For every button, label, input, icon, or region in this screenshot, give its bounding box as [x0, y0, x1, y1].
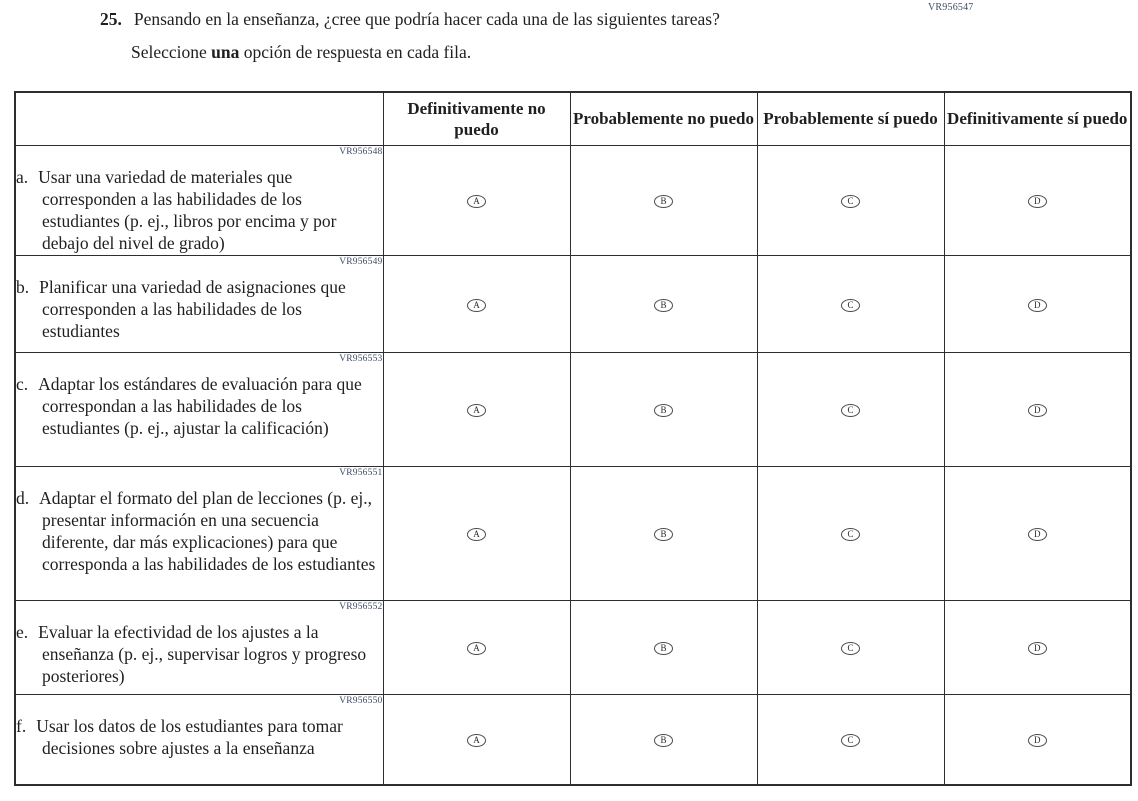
row-item-text: f. Usar los datos de los estudiantes para…: [16, 715, 343, 758]
item-cell-e: VR956552 e. Evaluar la efectividad de los…: [14, 599, 384, 695]
row-letter: d.: [16, 487, 30, 508]
row-code: VR956552: [339, 601, 383, 612]
option-bubble-b[interactable]: B: [654, 734, 673, 748]
option-bubble-a[interactable]: A: [467, 404, 486, 417]
column-header-probably-not: Probablemente no puedo: [569, 91, 758, 146]
option-cell: D: [943, 693, 1132, 786]
option-bubble-d[interactable]: D: [1027, 642, 1047, 655]
option-bubble-c[interactable]: C: [841, 734, 860, 748]
header-row: Definitivamente no puedo Probablemente n…: [14, 91, 1132, 146]
row-item-text: b. Planificar una variedad de asignacione…: [16, 276, 346, 341]
option-bubble-d[interactable]: D: [1027, 195, 1047, 208]
option-bubble-d[interactable]: D: [1027, 528, 1047, 541]
response-grid: Definitivamente no puedo Probablemente n…: [14, 91, 1132, 786]
row-letter: c.: [16, 373, 29, 394]
option-cell: A: [382, 351, 571, 467]
option-bubble-b[interactable]: B: [654, 528, 673, 541]
option-cell: C: [756, 254, 945, 353]
row-letter: e.: [16, 621, 29, 642]
option-cell: D: [943, 599, 1132, 695]
option-bubble-a[interactable]: A: [467, 642, 486, 655]
row-code: VR956548: [339, 146, 383, 157]
option-bubble-b[interactable]: B: [654, 298, 673, 312]
option-cell: A: [382, 144, 571, 256]
item-cell-c: VR956553 c. Adaptar los estándares de eva…: [14, 351, 384, 467]
option-bubble-a[interactable]: A: [467, 528, 486, 541]
item-cell-b: VR956549 b. Planificar una variedad de as…: [14, 254, 384, 353]
page-code: VR956547: [928, 2, 974, 13]
option-bubble-b[interactable]: B: [654, 195, 673, 208]
option-cell: B: [569, 693, 758, 786]
option-bubble-d[interactable]: D: [1027, 298, 1047, 312]
option-bubble-b[interactable]: B: [654, 642, 673, 655]
item-cell-a: VR956548 a. Usar una variedad de material…: [14, 144, 384, 256]
option-cell: B: [569, 144, 758, 256]
column-header-definitely-yes: Definitivamente sí puedo: [943, 91, 1132, 146]
option-cell: C: [756, 465, 945, 601]
option-cell: D: [943, 254, 1132, 353]
option-bubble-c[interactable]: C: [841, 298, 860, 312]
item-column-header: [14, 91, 384, 146]
option-cell: B: [569, 254, 758, 353]
option-cell: D: [943, 465, 1132, 601]
row-code: VR956549: [339, 256, 383, 267]
option-cell: B: [569, 599, 758, 695]
option-bubble-c[interactable]: C: [841, 195, 860, 208]
item-cell-d: VR956551 d. Adaptar el formato del plan d…: [14, 465, 384, 601]
option-cell: C: [756, 144, 945, 256]
option-cell: A: [382, 254, 571, 353]
question-instruction: Seleccione una opción de respuesta en ca…: [131, 42, 472, 62]
option-cell: B: [569, 351, 758, 467]
table-row-d: VR956551 d. Adaptar el formato del plan d…: [14, 465, 1132, 601]
row-letter: b.: [16, 276, 30, 297]
question-text: Pensando en la enseñanza, ¿cree que podr…: [133, 9, 720, 29]
row-code: VR956553: [339, 353, 383, 364]
table-row-a: VR956548 a. Usar una variedad de material…: [14, 144, 1132, 256]
option-cell: A: [382, 465, 571, 601]
option-bubble-a[interactable]: A: [467, 195, 486, 208]
option-bubble-c[interactable]: C: [841, 642, 860, 655]
question-number: 25.: [100, 9, 122, 29]
table-row-f: VR956550 f. Usar los datos de los estudia…: [14, 693, 1132, 786]
table-row-c: VR956553 c. Adaptar los estándares de eva…: [14, 351, 1132, 467]
option-bubble-d[interactable]: D: [1027, 734, 1047, 748]
row-letter: f.: [16, 715, 27, 736]
column-header-probably-yes: Probablemente sí puedo: [756, 91, 945, 146]
row-item-text: c. Adaptar los estándares de evaluación p…: [16, 373, 362, 438]
option-cell: B: [569, 465, 758, 601]
row-code: VR956550: [339, 695, 383, 706]
table-row-e: VR956552 e. Evaluar la efectividad de los…: [14, 599, 1132, 695]
option-cell: D: [943, 351, 1132, 467]
option-cell: C: [756, 599, 945, 695]
option-cell: C: [756, 693, 945, 786]
table-row-b: VR956549 b. Planificar una variedad de as…: [14, 254, 1132, 353]
option-cell: C: [756, 351, 945, 467]
row-code: VR956551: [339, 467, 383, 478]
row-item-text: d. Adaptar el formato del plan de leccion…: [16, 487, 376, 574]
option-bubble-a[interactable]: A: [467, 734, 486, 748]
option-bubble-c[interactable]: C: [841, 404, 860, 417]
option-cell: D: [943, 144, 1132, 256]
question-line: 25. Pensando en la enseñanza, ¿cree que p…: [100, 9, 720, 30]
option-bubble-c[interactable]: C: [841, 528, 860, 541]
column-header-definitely-not: Definitivamente no puedo: [382, 91, 571, 146]
option-bubble-d[interactable]: D: [1027, 404, 1047, 417]
option-cell: A: [382, 599, 571, 695]
item-cell-f: VR956550 f. Usar los datos de los estudia…: [14, 693, 384, 786]
option-cell: A: [382, 693, 571, 786]
option-bubble-a[interactable]: A: [467, 298, 486, 312]
row-letter: a.: [16, 166, 29, 187]
row-item-text: a. Usar una variedad de materiales que co…: [16, 166, 337, 253]
option-bubble-b[interactable]: B: [654, 404, 673, 417]
row-item-text: e. Evaluar la efectividad de los ajustes …: [16, 621, 367, 686]
